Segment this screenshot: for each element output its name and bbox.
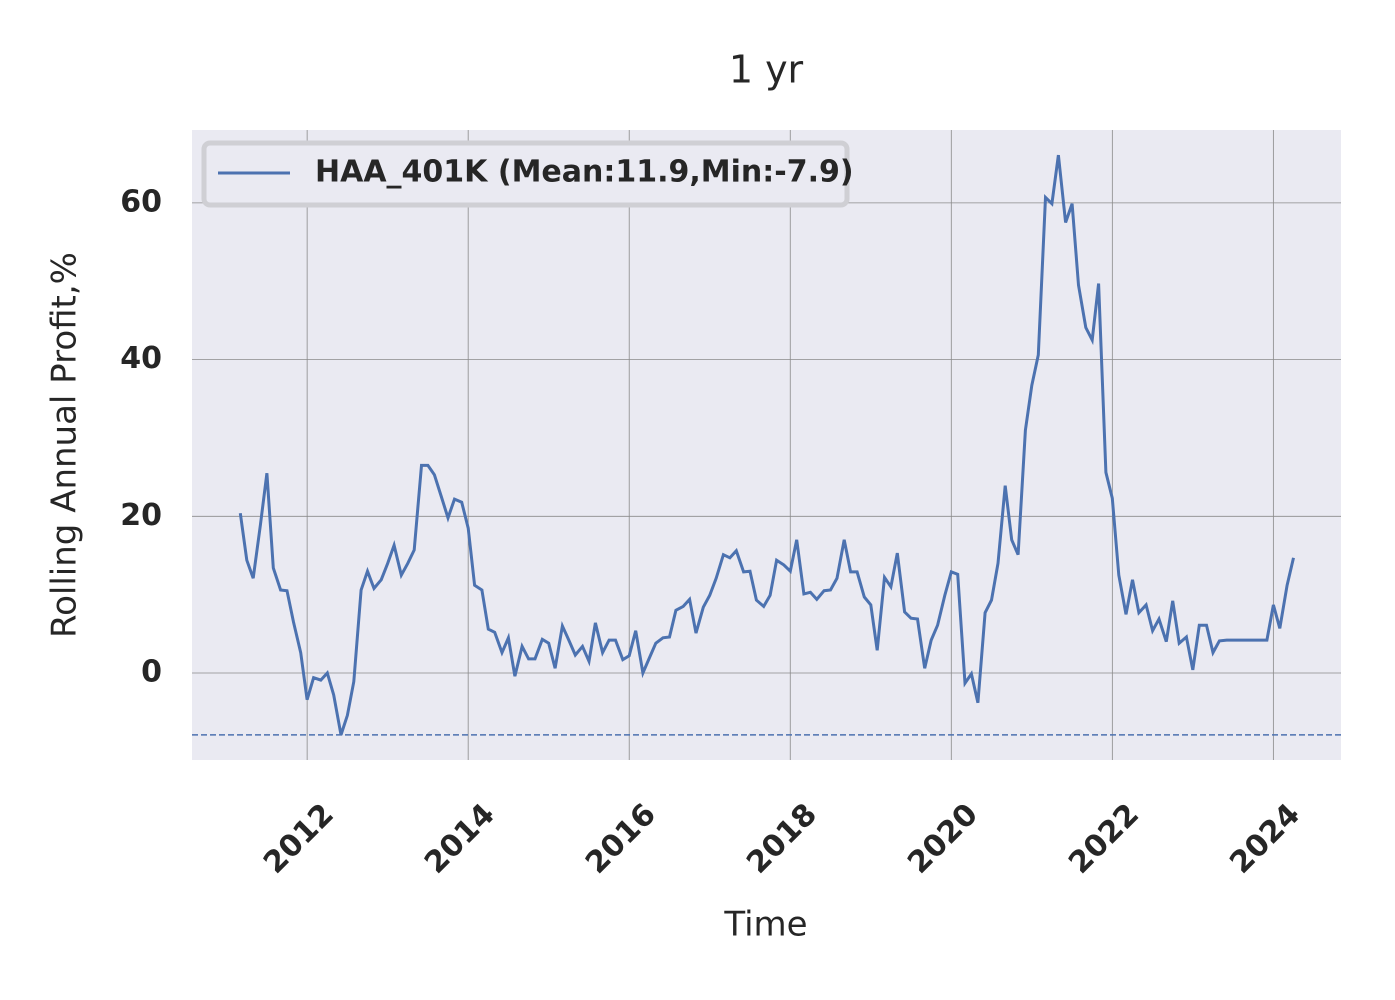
x-tick-label: 2018 xyxy=(740,797,824,881)
x-tick-label: 2020 xyxy=(901,797,985,881)
x-tick-label: 2024 xyxy=(1223,797,1307,881)
plot-area xyxy=(192,130,1341,760)
x-tick-label: 2016 xyxy=(579,797,663,881)
y-tick-label: 40 xyxy=(120,341,162,376)
chart-title: 1 yr xyxy=(729,48,804,92)
x-tick-label: 2022 xyxy=(1062,797,1146,881)
line-series xyxy=(238,154,1295,736)
y-axis-label: Rolling Annual Profit,% xyxy=(45,252,85,638)
legend-label: HAA_401K (Mean:11.9,Min:-7.9) xyxy=(315,155,854,190)
y-tick-label: 60 xyxy=(120,184,162,219)
legend-box xyxy=(201,140,850,208)
y-tick-label: 20 xyxy=(120,498,162,533)
x-tick-label: 2012 xyxy=(257,797,341,881)
x-tick-label: 2014 xyxy=(418,797,502,881)
y-tick-label: 0 xyxy=(141,655,162,690)
x-axis-label: Time xyxy=(723,905,807,945)
